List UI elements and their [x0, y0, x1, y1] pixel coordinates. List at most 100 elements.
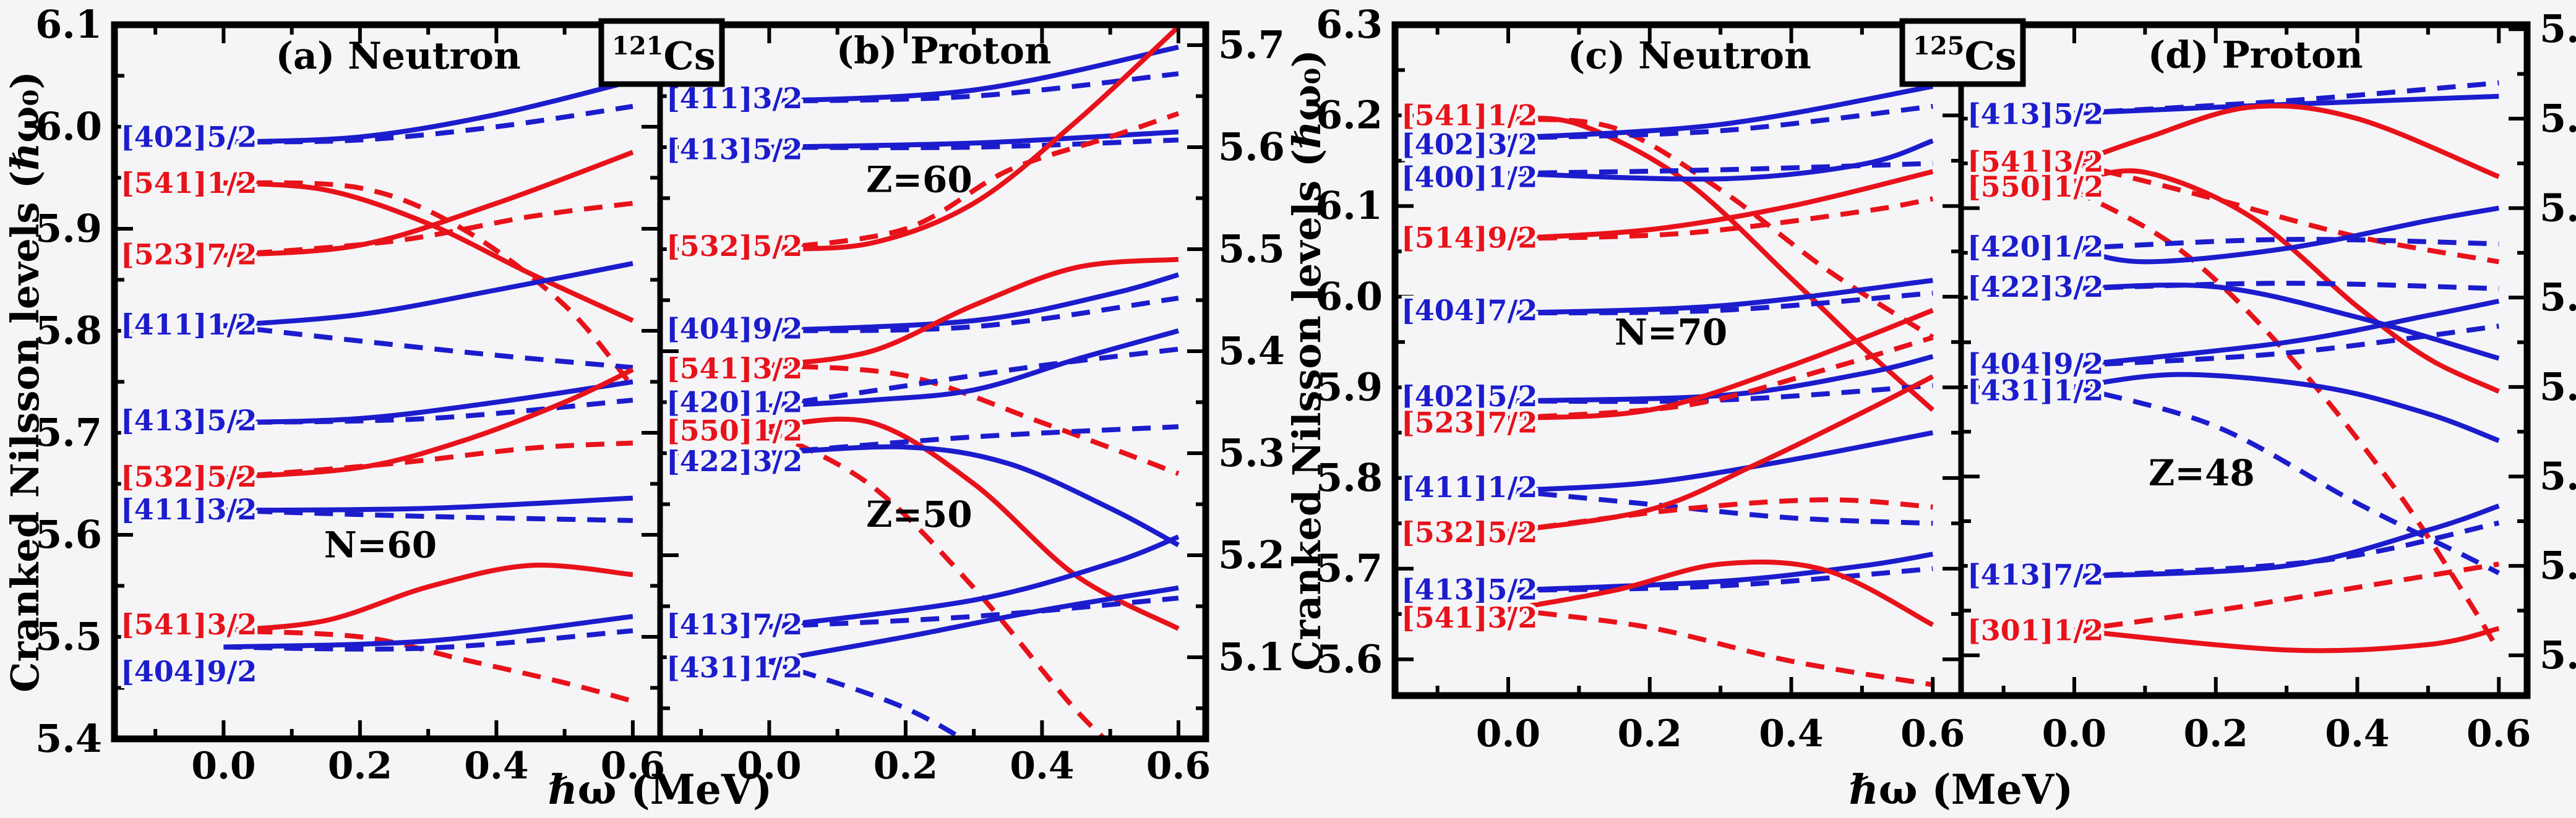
level-b-[532]5/2-dashed [768, 111, 1180, 252]
y-axis-title: Cranked Nilsson levels (ℏω₀) [2, 71, 48, 692]
level-c-[541]3/2-dashed [1508, 607, 1933, 688]
level-label-c-[514]9/2: [514]9/2 [1401, 221, 1537, 255]
y-tick-label-left: 5.8 [1316, 455, 1383, 500]
level-c-[413]5/2-dashed [1508, 566, 1933, 593]
panel-b-curves [768, 25, 1180, 739]
level-a-[411]1/2-solid [223, 261, 633, 328]
level-b-[411]3/2-solid [769, 45, 1179, 104]
level-b-[431]1/2-dashed [768, 658, 968, 739]
level-a-[402]5/2-solid [223, 78, 633, 145]
isotope-box [598, 18, 725, 87]
level-a-[532]5/2-solid [223, 367, 634, 480]
level-label-b-[532]5/2: [532]5/2 [666, 229, 802, 263]
y-tick-label-right: 5.4 [1218, 328, 1285, 373]
panel-title-d: (d) Proton [2148, 33, 2363, 77]
figure-125cs: 0.0 0.2 0.4 0.6 [541]1/2 [402]3/2 [400]1/2 [514… [1288, 0, 2576, 818]
y-tick-label-left: 5.8 [35, 308, 102, 353]
level-label-c-[532]5/2: [532]5/2 [1401, 516, 1537, 549]
level-label-a-[541]3/2: [541]3/2 [121, 608, 257, 641]
level-label-d-[422]3/2: [422]3/2 [1967, 270, 2103, 304]
y-tick-label-right: 5.5 [1218, 226, 1285, 271]
level-d-[420]1/2-solid [2074, 205, 2499, 265]
panel-c-curves [1508, 83, 1934, 688]
level-d-[550]1/2-dashed [2073, 188, 2501, 652]
y-tick-label-left: 5.7 [35, 410, 102, 455]
y-tick-label-left: 5.6 [1316, 636, 1383, 681]
isotope-box [1899, 18, 2026, 87]
level-label-a-[411]3/2: [411]3/2 [121, 493, 257, 526]
level-d-[413]7/2-solid [2074, 503, 2500, 579]
level-c-[404]7/2-solid [1508, 278, 1933, 316]
y-tick-label-right: 5.7 [1218, 22, 1285, 67]
level-label-a-[541]1/2: [541]1/2 [121, 166, 257, 200]
level-c-[400]1/2-dashed [1508, 161, 1933, 176]
level-c-[541]1/2-dashed [1508, 116, 1934, 340]
level-label-b-[422]3/2: [422]3/2 [666, 445, 802, 478]
y-tick-label-left: 5.4 [35, 716, 102, 761]
y-tick-label-right: 5.1 [2540, 543, 2576, 588]
y-tick-label-left: 6.0 [1316, 274, 1383, 319]
nilsson-plot-125cs: 0.0 0.2 0.4 0.6 [541]1/2[402]3/2[400]1/2 [514… [1288, 2, 2576, 814]
panel-title-b: (b) Proton [836, 30, 1052, 73]
level-label-c-[402]3/2: [402]3/2 [1401, 128, 1537, 161]
y-tick-label-left: 6.0 [35, 104, 102, 149]
x-tick-label-d: 0.0 [2042, 712, 2106, 756]
level-label-d-[420]1/2: [420]1/2 [1967, 230, 2103, 263]
y-tick-label-right: 5.2 [2540, 454, 2576, 499]
level-c-[402]3/2-solid [1508, 83, 1934, 141]
level-b-[413]7/2-solid [768, 534, 1180, 629]
level-b-[541]3/2-dashed [769, 363, 1180, 476]
x-tick-label-c: 0.4 [1759, 712, 1823, 756]
level-b-[420]1/2-solid [769, 328, 1179, 409]
level-c-[523]7/2-solid [1508, 308, 1934, 421]
level-a-[404]9/2-solid [223, 614, 633, 650]
figure-121cs: 0.0 0.2 0.4 0.6 [402]5/2 [541]1/2 [523]7/2 [411… [2, 2, 1285, 814]
level-label-a-[404]9/2: [404]9/2 [121, 655, 257, 688]
level-d-[301]1/2-dashed [2074, 561, 2499, 633]
y-tick-label-left: 5.9 [35, 206, 102, 251]
level-d-[404]9/2-dashed [2074, 323, 2499, 369]
level-label-c-[400]1/2: [400]1/2 [1401, 160, 1537, 194]
level-c-[541]3/2-solid [1508, 559, 1934, 628]
y-tick-label-right: 5.1 [1218, 634, 1285, 680]
y-tick-label-left: 5.9 [1316, 364, 1383, 409]
level-label-c-[413]5/2: [413]5/2 [1401, 573, 1537, 606]
level-label-d-[404]9/2: [404]9/2 [1967, 347, 2103, 380]
y-tick-label-right: 5.6 [2540, 96, 2576, 141]
level-label-d-[413]7/2: [413]7/2 [1967, 558, 2103, 592]
level-c-[413]5/2-solid [1508, 552, 1933, 593]
level-label-a-[523]7/2: [523]7/2 [121, 237, 257, 271]
level-b-[550]1/2-solid [769, 416, 1180, 631]
x-axis-title: ℏω (MeV) [1849, 765, 2074, 814]
panel-d-curves [2073, 80, 2501, 654]
x-tick-label-b: 0.4 [1010, 744, 1074, 788]
level-label-b-[411]3/2: [411]3/2 [666, 82, 802, 115]
level-d-[420]1/2-dashed [2074, 237, 2499, 251]
level-d-[422]3/2-solid [2074, 283, 2500, 361]
level-a-[541]1/2-solid [223, 180, 634, 323]
level-c-[400]1/2-solid [1508, 138, 1934, 182]
level-label-c-[402]5/2: [402]5/2 [1401, 380, 1537, 413]
level-b-[413]5/2-solid [769, 129, 1179, 150]
level-a-[411]3/2-solid [223, 495, 633, 513]
level-b-[541]3/2-solid [768, 257, 1179, 369]
x-tick-label-b: 0.2 [874, 744, 938, 788]
panel-title-c: (c) Neutron [1568, 34, 1811, 77]
annotation-c-0: N=70 [1615, 312, 1727, 354]
level-a-[402]5/2-dashed [223, 104, 633, 145]
annotation-a-0: N=60 [324, 524, 437, 566]
y-tick-label-right: 5.5 [2540, 185, 2576, 231]
level-c-[411]1/2-solid [1508, 430, 1934, 493]
y-tick-label-left: 6.1 [1316, 183, 1383, 228]
level-c-[514]9/2-solid [1508, 169, 1934, 242]
level-a-[523]7/2-solid [223, 150, 634, 258]
level-d-[550]1/2-solid [2074, 168, 2500, 394]
y-tick-label-right: 5.3 [1218, 430, 1285, 475]
x-tick-label-a: 0.2 [328, 744, 392, 788]
y-tick-label-left: 5.7 [1316, 546, 1383, 591]
x-tick-label-a: 0.6 [601, 744, 665, 788]
level-label-d-[431]1/2: [431]1/2 [1967, 374, 2103, 407]
x-axis-title: ℏω (MeV) [548, 765, 773, 814]
x-tick-label-c: 0.6 [1900, 712, 1965, 756]
